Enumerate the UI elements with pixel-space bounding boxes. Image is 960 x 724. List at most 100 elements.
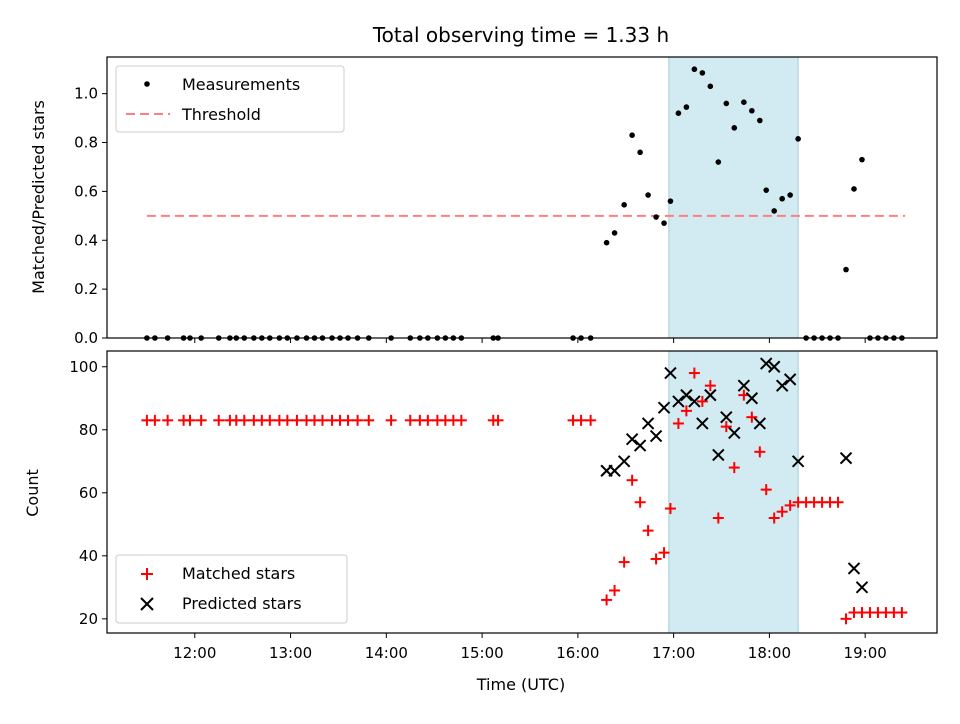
measurement-point	[771, 208, 777, 214]
predicted-star-point	[855, 581, 869, 594]
predicted-star-point	[617, 455, 631, 468]
measurement-point	[795, 136, 801, 142]
bottom-y-tick-label: 100	[69, 358, 98, 376]
x-tick-label: 16:00	[556, 644, 599, 662]
top-y-tick-label: 0.6	[74, 182, 98, 200]
legend-predicted-label: Predicted stars	[182, 594, 302, 613]
measurement-point	[731, 125, 738, 131]
matched-star-point	[626, 474, 638, 486]
matched-star-point	[776, 506, 788, 518]
predicted-star-point	[633, 439, 647, 452]
top-legend-box	[115, 65, 345, 133]
measurement-point	[675, 110, 682, 116]
matched-star-point	[746, 411, 758, 423]
bottom-x-ticks: 12:00 13:00 14:00 15:00 16:00 17:00 18:00 19:00	[173, 633, 887, 662]
x-axis-label: Time (UTC)	[476, 675, 565, 694]
predicted-star-point	[737, 379, 751, 392]
predicted-star-point	[657, 401, 671, 414]
measurement-point	[629, 132, 635, 138]
bottom-y-tick-label: 40	[79, 547, 98, 565]
predicted-star-point	[672, 395, 685, 408]
bottom-y-axis-label: Count	[23, 469, 42, 517]
predicted-star-point	[696, 417, 709, 430]
matched-star-point	[728, 462, 740, 474]
matched-star-point	[601, 594, 613, 606]
measurement-point	[603, 239, 610, 246]
matched-star-point	[609, 584, 621, 596]
legend-measurements-label: Measurements	[182, 75, 300, 94]
predicted-star-point	[745, 392, 759, 405]
legend-measurements-marker	[144, 81, 150, 87]
measurement-point	[661, 220, 667, 226]
bottom-legend: Matched stars Predicted stars	[115, 554, 348, 624]
bottom-y-tick-label: 20	[79, 610, 98, 628]
measurement-point	[707, 83, 714, 90]
bottom-axes-frame	[106, 350, 938, 634]
x-tick-label: 18:00	[748, 644, 791, 662]
measurement-point	[621, 202, 627, 208]
predicted-star-point	[688, 395, 701, 408]
top-panel: 0.0 0.2 0.4 0.6 0.8 1.0 Matched/Predicted sta…	[29, 56, 938, 347]
bottom-y-tick-label: 80	[79, 421, 98, 439]
x-tick-label: 15:00	[460, 644, 503, 662]
bottom-y-ticks: 20 40 60 80 100	[69, 358, 107, 628]
figure-title: Total observing time = 1.33 h	[372, 23, 669, 47]
x-tick-label: 13:00	[269, 644, 312, 662]
predicted-star-point	[775, 379, 789, 392]
predicted-star-point	[641, 417, 655, 430]
matched-star-point	[291, 414, 303, 426]
top-axes-frame	[106, 56, 938, 339]
predicted-star-point	[783, 373, 797, 386]
matched-star-point	[492, 414, 504, 426]
measurement-point	[715, 159, 722, 165]
predicted-star-point	[720, 410, 733, 424]
predicted-star-point	[608, 464, 621, 477]
predicted-star-point	[649, 429, 663, 443]
matched-star-point	[404, 414, 416, 426]
predicted-star-point	[839, 451, 853, 465]
bottom-y-tick-label: 60	[79, 484, 98, 502]
measurement-point	[843, 266, 849, 273]
predicted-star-point	[760, 357, 773, 370]
bottom-legend-box	[115, 554, 348, 624]
matched-star-point	[658, 547, 670, 559]
x-tick-label: 19:00	[844, 644, 887, 662]
measurement-point	[749, 107, 755, 114]
predicted-star-point	[664, 366, 677, 380]
matched-star-point	[688, 367, 700, 379]
matched-star-point	[672, 417, 684, 429]
top-y-tick-label: 0.8	[74, 134, 98, 152]
matched-star-point	[704, 380, 716, 392]
matched-star-point	[184, 414, 196, 426]
measurement-point	[637, 149, 643, 156]
matched-star-point	[696, 395, 708, 407]
measurement-point	[763, 187, 770, 193]
measurement-point	[859, 156, 865, 163]
measurement-point	[645, 192, 651, 198]
matched-star-point	[832, 496, 844, 508]
matched-star-point	[896, 607, 908, 619]
measurement-point	[787, 192, 793, 198]
matched-star-point	[585, 414, 597, 426]
matched-star-point	[385, 414, 397, 426]
predicted-star-point	[767, 360, 781, 373]
legend-predicted-marker	[140, 597, 154, 611]
top-x-ticks	[194, 338, 866, 343]
measurement-point	[741, 99, 747, 106]
predicted-star-point	[728, 426, 741, 440]
matched-star-point	[760, 484, 772, 496]
measurement-point	[779, 195, 785, 202]
top-y-tick-label: 0.0	[74, 329, 98, 347]
matched-star-point	[720, 421, 732, 433]
measurement-point	[723, 100, 730, 107]
matched-star-point	[575, 414, 587, 426]
matched-star-point	[352, 414, 364, 426]
legend-matched-marker	[141, 568, 153, 580]
top-y-tick-label: 1.0	[74, 85, 98, 103]
top-shaded-span	[668, 56, 799, 339]
legend-matched-label: Matched stars	[182, 564, 295, 583]
bottom-panel: 20 40 60 80 100 12:00 13:00 14:00 15:00 16:00 17:…	[23, 350, 938, 694]
x-tick-label: 12:00	[173, 644, 216, 662]
predicted-star-point	[680, 388, 693, 402]
